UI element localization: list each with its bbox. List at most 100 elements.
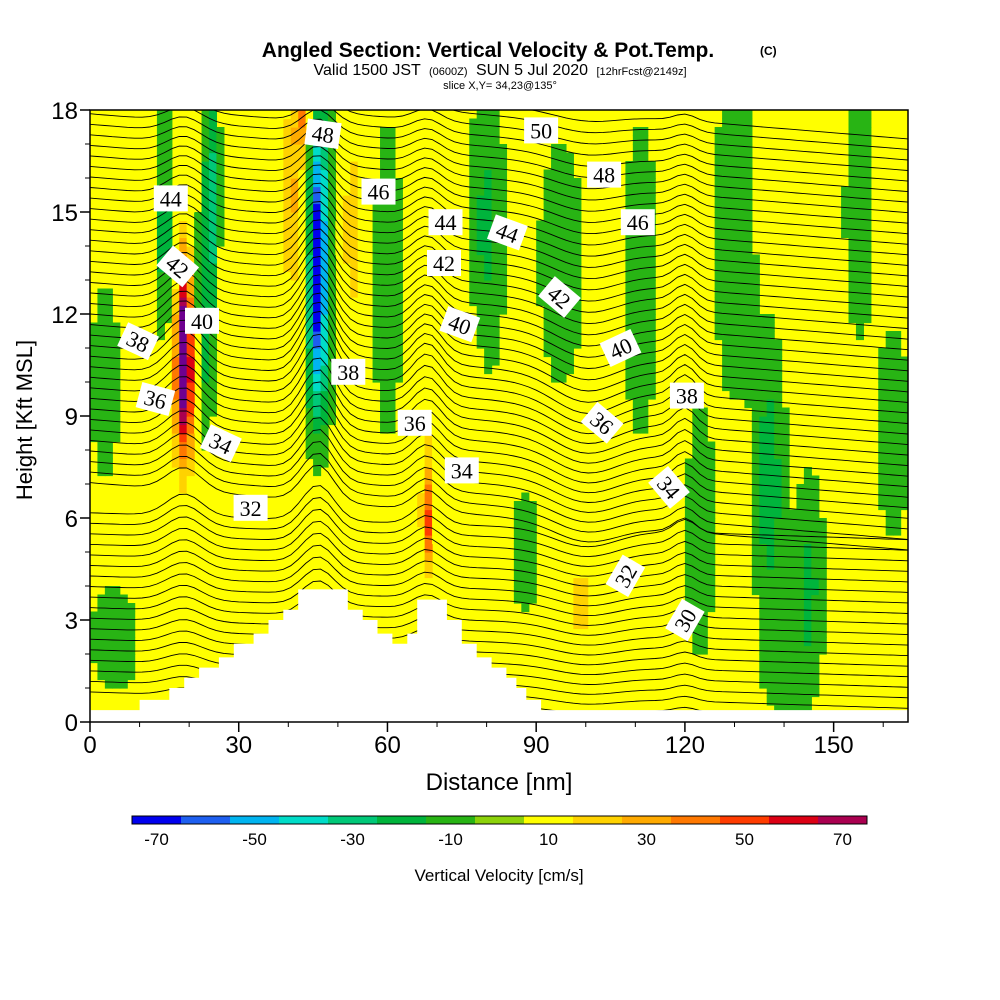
- isentrope-line: [90, 237, 908, 330]
- vv-cell: [811, 645, 820, 655]
- vv-cell: [380, 424, 389, 434]
- vv-cell: [194, 407, 203, 417]
- vv-cell: [164, 433, 173, 443]
- vv-cell: [97, 620, 106, 630]
- vv-cell: [134, 535, 143, 545]
- vv-cell: [744, 161, 753, 171]
- vv-cell: [350, 297, 359, 307]
- vv-cell: [469, 212, 478, 222]
- vv-cell: [573, 705, 582, 715]
- vv-cell: [781, 586, 790, 596]
- vv-cell: [424, 467, 433, 477]
- vv-cell: [320, 416, 329, 426]
- vv-cell: [811, 603, 820, 613]
- vv-cell: [551, 339, 560, 349]
- vv-cell: [90, 628, 99, 638]
- vv-cell: [499, 246, 508, 256]
- vv-cell: [186, 407, 195, 417]
- vv-cell: [781, 577, 790, 587]
- vv-cell: [774, 441, 783, 451]
- vv-cell: [729, 237, 738, 247]
- vv-cell: [201, 424, 210, 434]
- vv-cell: [640, 254, 649, 264]
- vv-cell: [469, 543, 478, 553]
- vv-cell: [789, 543, 798, 553]
- vv-cell: [97, 662, 106, 672]
- vv-cell: [305, 305, 314, 315]
- vv-cell: [848, 288, 857, 298]
- vv-cell: [640, 331, 649, 341]
- vv-cell: [469, 144, 478, 154]
- vv-cell: [781, 620, 790, 630]
- vv-cell: [543, 169, 552, 179]
- vv-cell: [372, 220, 381, 230]
- vv-cell: [134, 518, 143, 528]
- vv-cell: [766, 696, 775, 706]
- vv-cell: [692, 441, 701, 451]
- vv-cell: [722, 322, 731, 332]
- contour-label-text: 38: [676, 384, 698, 409]
- vv-cell: [156, 237, 165, 247]
- vv-cell: [164, 373, 173, 383]
- vv-cell: [208, 254, 218, 264]
- vv-cell: [246, 331, 255, 341]
- vv-cell: [469, 254, 478, 264]
- vv-cell: [692, 577, 701, 587]
- isentrope-line: [90, 164, 908, 245]
- vv-cell: [335, 229, 344, 239]
- colorbar-segment: [573, 816, 622, 824]
- vv-cell: [179, 305, 188, 315]
- vv-cell: [342, 118, 351, 128]
- vv-cell: [759, 467, 768, 477]
- vv-cell: [469, 135, 478, 145]
- vv-cell: [632, 399, 641, 409]
- vv-cell: [558, 271, 567, 281]
- vv-cell: [789, 688, 798, 698]
- vv-cell: [759, 535, 768, 545]
- vv-cell: [855, 297, 864, 307]
- isentrope-line: [90, 393, 908, 488]
- vv-cell: [186, 458, 195, 468]
- vv-cell: [305, 399, 314, 409]
- vv-cell: [855, 305, 864, 315]
- vv-cell: [789, 518, 798, 528]
- vv-cell: [863, 161, 872, 171]
- vv-cell: [461, 484, 470, 494]
- vv-cell: [179, 339, 188, 349]
- vv-cell: [179, 492, 188, 502]
- vv-cell: [781, 543, 790, 553]
- vv-cell: [342, 271, 351, 281]
- contour-label: 46: [620, 209, 655, 236]
- vv-cell: [893, 501, 902, 511]
- isentrope-line: [90, 604, 908, 646]
- vv-cell: [424, 560, 433, 570]
- vv-cell: [766, 535, 775, 545]
- vv-cell: [580, 645, 589, 655]
- vv-cell: [878, 390, 887, 400]
- vv-cell: [238, 203, 247, 213]
- vv-cell: [789, 535, 798, 545]
- vv-cell: [223, 280, 232, 290]
- vv-cell: [476, 237, 485, 247]
- vv-cell: [476, 118, 485, 128]
- vv-cell: [558, 348, 567, 358]
- vv-cell: [112, 390, 121, 400]
- vv-cell: [714, 254, 723, 264]
- vv-cell: [744, 246, 753, 256]
- vv-cell: [551, 314, 560, 324]
- vv-cell: [766, 467, 775, 477]
- vv-cell: [774, 671, 783, 681]
- vv-cell: [632, 195, 641, 205]
- vv-cell: [640, 356, 649, 366]
- vv-cell: [313, 254, 322, 264]
- vv-cell: [818, 526, 827, 536]
- vv-cell: [201, 144, 210, 154]
- vv-cell: [454, 518, 463, 528]
- vv-cell: [97, 348, 106, 358]
- vv-cell: [112, 433, 121, 443]
- vv-cell: [699, 484, 708, 494]
- vv-cell: [246, 339, 255, 349]
- vv-cell: [112, 679, 121, 689]
- vv-cell: [588, 492, 597, 502]
- vv-cell: [722, 110, 731, 120]
